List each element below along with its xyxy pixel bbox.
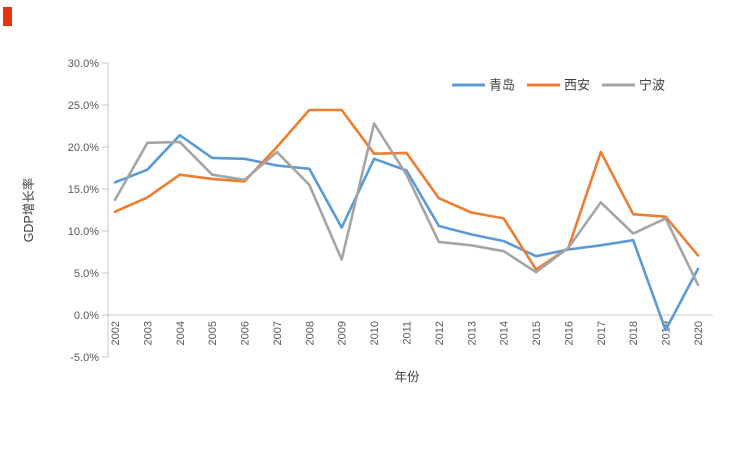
x-axis-tick-label: 2016	[563, 321, 575, 345]
y-axis-tick-label: 0.0%	[74, 310, 99, 322]
legend: 青岛 西安 宁波	[452, 78, 665, 93]
legend-label-ningbo: 宁波	[639, 78, 665, 93]
x-axis-tick-label: 2017	[596, 321, 608, 345]
y-axis-tick-label: 20.0%	[68, 142, 99, 154]
red-corner-marker	[3, 7, 12, 26]
series-layer	[113, 108, 700, 332]
axes-layer: 30.0% 25.0% 20.0% 15.0% 10.0% 5.0% 0.0% -5.0% 20…	[68, 58, 713, 364]
x-axis-tick-label: 2012	[434, 321, 446, 345]
legend-label-xian: 西安	[564, 78, 590, 93]
x-axis-tick-label: 2004	[175, 321, 187, 345]
y-axis-tick-label: 30.0%	[68, 58, 99, 70]
x-axis-tick-label: 2005	[207, 321, 219, 345]
x-axis-tick-label: 2018	[628, 321, 640, 345]
legend-item-qingdao: 青岛	[452, 78, 515, 93]
x-axis-tick-label: 2008	[304, 321, 316, 345]
x-axis-tick-label: 2007	[272, 321, 284, 345]
x-axis-tick-label: 2010	[369, 321, 381, 345]
x-axis-tick-label: 2002	[110, 321, 122, 345]
x-axis-title: 年份	[394, 370, 420, 384]
series-line-ningbo	[113, 122, 700, 287]
x-axis-tick-label: 2020	[693, 321, 705, 345]
x-axis-tick-label: 2015	[531, 321, 543, 345]
x-axis-tick-label: 2014	[499, 321, 511, 345]
y-axis-tick-label: 15.0%	[68, 184, 99, 196]
y-axis-title: GDP增长率	[21, 178, 36, 243]
legend-item-xian: 西安	[527, 78, 590, 93]
legend-item-ningbo: 宁波	[602, 78, 665, 93]
y-axis-tick-label: -5.0%	[70, 352, 99, 364]
x-axis-tick-label: 2009	[337, 321, 349, 345]
x-axis-tick-label: 2013	[466, 321, 478, 345]
x-axis-tick-label: 2006	[240, 321, 252, 345]
y-axis-tick-label: 5.0%	[74, 268, 99, 280]
legend-label-qingdao: 青岛	[489, 78, 515, 93]
x-axis-tick-label: 2011	[402, 321, 414, 345]
y-axis-tick-label: 10.0%	[68, 226, 99, 238]
series-line-qingdao	[113, 133, 700, 332]
y-axis-tick-label: 25.0%	[68, 100, 99, 112]
x-axis-tick-label: 2003	[142, 321, 154, 345]
series-line-xian	[113, 108, 700, 271]
